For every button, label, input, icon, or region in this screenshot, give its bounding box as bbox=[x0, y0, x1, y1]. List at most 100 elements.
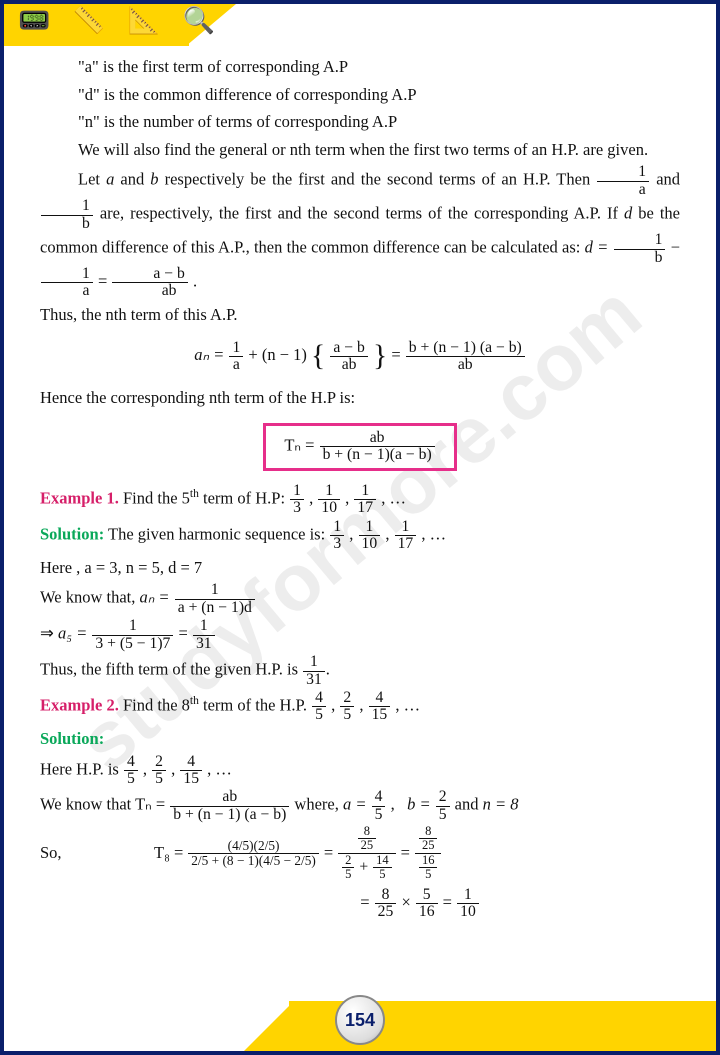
c: , bbox=[341, 489, 353, 508]
var-b: b bbox=[150, 170, 158, 189]
here-1: Here , a = 3, n = 5, d = 7 bbox=[40, 555, 680, 581]
text: Let bbox=[78, 170, 106, 189]
f2: a − bab bbox=[330, 340, 367, 374]
s3: 117 bbox=[354, 483, 376, 517]
ex1-text2: term of H.P: bbox=[199, 489, 289, 508]
c: , bbox=[327, 696, 339, 715]
bf: 25 bbox=[436, 789, 450, 823]
beq: b = bbox=[407, 795, 435, 814]
d-equals: d = bbox=[585, 238, 613, 257]
where: where, bbox=[294, 795, 343, 814]
brace-r: } bbox=[373, 340, 387, 372]
so-row: So, T₈ = (4/5)(2/5) 2/5 + (8 − 1)(4/5 − … bbox=[40, 825, 680, 881]
s2: 110 bbox=[318, 483, 340, 517]
T8: T₈ = bbox=[154, 840, 183, 866]
eq: = bbox=[324, 840, 333, 866]
a5-line: ⇒ a₅ = 13 + (5 − 1)7 = 131 bbox=[40, 618, 680, 652]
af: 45 bbox=[372, 789, 386, 823]
boxed-formula: Tₙ = abb + (n − 1)(a − b) bbox=[263, 423, 456, 471]
a5: a₅ = bbox=[58, 624, 91, 643]
fin3: 110 bbox=[457, 887, 479, 921]
q3: 415 bbox=[369, 690, 391, 724]
th2: th bbox=[190, 695, 199, 707]
s1: 13 bbox=[290, 483, 304, 517]
frac-1b: 1b bbox=[614, 232, 666, 266]
brace-l: { bbox=[311, 340, 325, 372]
step2: 825 25 + 145 bbox=[338, 825, 395, 881]
c: , bbox=[386, 795, 398, 814]
th: th bbox=[190, 488, 199, 500]
c: , bbox=[355, 696, 367, 715]
formula-an: aₙ = 1a + (n − 1) { a − bab } = b + (n −… bbox=[40, 333, 680, 379]
frac-1-over-a: 1a bbox=[597, 164, 649, 198]
period: . bbox=[193, 272, 197, 291]
fin1: 825 bbox=[375, 887, 397, 921]
times: × bbox=[401, 893, 414, 912]
p: + bbox=[359, 858, 372, 875]
an: aₙ = bbox=[139, 588, 173, 607]
text: respectively be the first and the second… bbox=[159, 170, 597, 189]
c: , bbox=[167, 759, 179, 778]
page-content: "a" is the first term of corresponding A… bbox=[40, 52, 680, 981]
ss1: 13 bbox=[330, 519, 344, 553]
final-line: = 825 × 516 = 110 bbox=[40, 887, 680, 921]
header-icons: 📟 📏 📐 🔍 bbox=[18, 6, 223, 36]
solution-2-label: Solution: bbox=[40, 726, 680, 752]
plus: + bbox=[248, 345, 261, 364]
example-2-label: Example 2. bbox=[40, 696, 119, 715]
arr: ⇒ bbox=[40, 624, 58, 643]
line-nth-ap: Thus, the nth term of this A.P. bbox=[40, 302, 680, 328]
q2: 25 bbox=[340, 690, 354, 724]
ell: , … bbox=[377, 489, 406, 508]
know-1: We know that, aₙ = 1a + (n − 1)d bbox=[40, 582, 680, 616]
ex2t: Find the 8 bbox=[119, 696, 190, 715]
text: and bbox=[114, 170, 150, 189]
c: , bbox=[381, 525, 393, 544]
ell3: , … bbox=[203, 759, 232, 778]
a5f1: 13 + (5 − 1)7 bbox=[92, 618, 173, 652]
paragraph-let-ab: Let a and b respectively be the first an… bbox=[40, 164, 680, 300]
line-3: "n" is the number of terms of correspond… bbox=[40, 109, 680, 135]
q1: 45 bbox=[312, 690, 326, 724]
Tnf2: abb + (n − 1) (a − b) bbox=[170, 789, 289, 823]
ell2: , … bbox=[391, 696, 420, 715]
p: . bbox=[326, 660, 330, 679]
textbook-page: 📟 📏 📐 🔍 studyformore.com "a" is the firs… bbox=[0, 0, 720, 1055]
line-4: We will also find the general or nth ter… bbox=[40, 137, 680, 163]
ss2: 110 bbox=[359, 519, 381, 553]
know-2: We know that Tₙ = abb + (n − 1) (a − b) … bbox=[40, 789, 680, 823]
frac-amb-ab: a − bab bbox=[112, 266, 187, 300]
c: , bbox=[345, 525, 357, 544]
ss3: 117 bbox=[395, 519, 417, 553]
f3: b + (n − 1) (a − b)ab bbox=[406, 340, 525, 374]
eq: = bbox=[179, 624, 192, 643]
hq3: 415 bbox=[180, 754, 202, 788]
eq: = bbox=[391, 345, 404, 364]
f1: 1a bbox=[229, 340, 243, 374]
example-1-line: Example 1. Find the 5th term of H.P: 13 … bbox=[40, 483, 680, 517]
T8f: (4/5)(2/5) 2/5 + (8 − 1)(4/5 − 2/5) bbox=[188, 839, 319, 868]
anf: 1a + (n − 1)d bbox=[175, 582, 255, 616]
solution-1-line: Solution: The given harmonic sequence is… bbox=[40, 519, 680, 553]
c: , bbox=[139, 759, 151, 778]
text: and bbox=[656, 170, 680, 189]
eq: = bbox=[360, 893, 373, 912]
fin2: 516 bbox=[416, 887, 438, 921]
an-eq: aₙ = bbox=[194, 345, 228, 364]
page-number: 154 bbox=[335, 995, 385, 1045]
t1: Thus, the fifth term of the given H.P. i… bbox=[40, 660, 302, 679]
neq: n = 8 bbox=[483, 795, 519, 814]
here-2: Here H.P. is 45 , 25 , 415 , … bbox=[40, 754, 680, 788]
Tn2: Tₙ = bbox=[135, 795, 169, 814]
ex2t2: term of the H.P. bbox=[199, 696, 311, 715]
ell: , … bbox=[417, 525, 446, 544]
and: and bbox=[455, 795, 483, 814]
k1: We know that, bbox=[40, 588, 139, 607]
text: are, respectively, the first and the sec… bbox=[100, 204, 624, 223]
line-2: "d" is the common difference of correspo… bbox=[40, 82, 680, 108]
page-number-badge: 154 bbox=[335, 995, 385, 1045]
ex1-text: Find the 5 bbox=[119, 489, 190, 508]
minus: − bbox=[671, 238, 680, 257]
Tn-frac: abb + (n − 1)(a − b) bbox=[320, 430, 435, 464]
solution-1-label: Solution: bbox=[40, 525, 104, 544]
